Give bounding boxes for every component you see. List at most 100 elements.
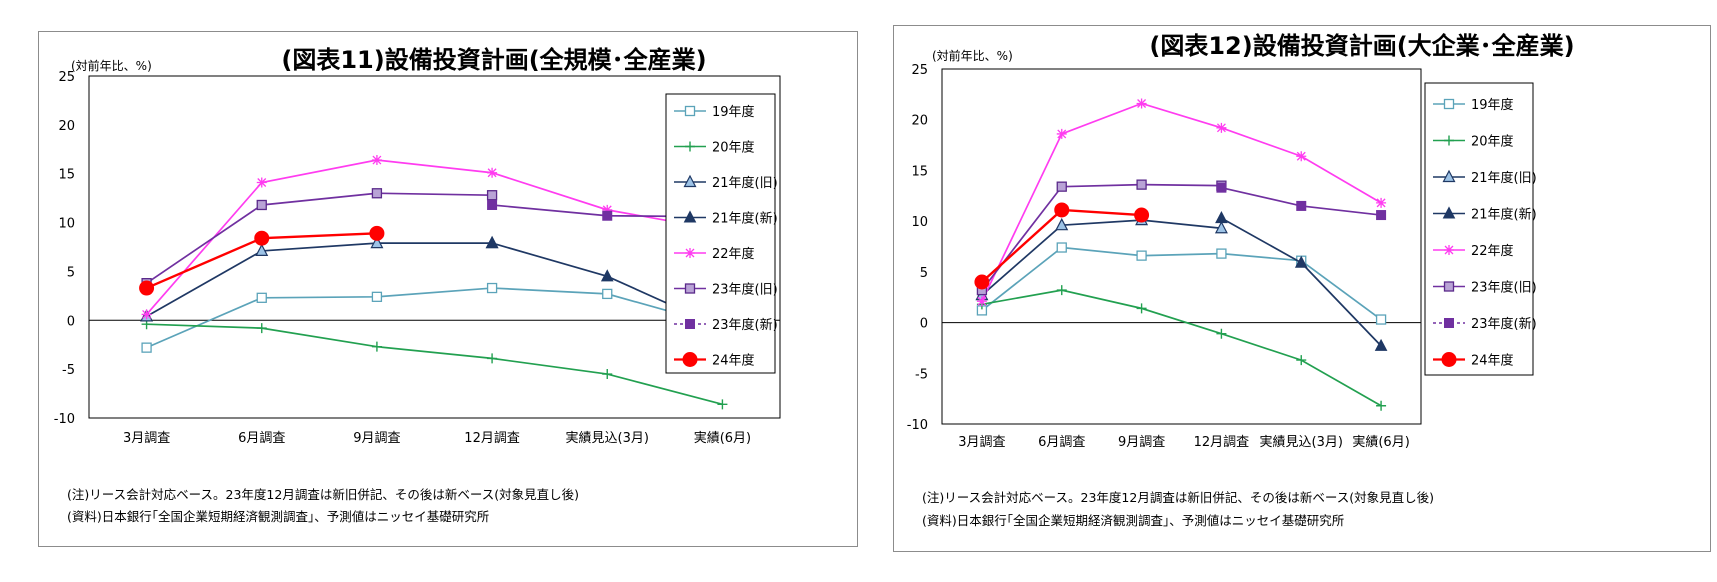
footnote: (注)リース会計対応ベース。23年度12月調査は新旧併記、その後は新ベース(対象…: [67, 487, 579, 502]
chart-svg-large-firms: (図表12)設備投資計画(大企業･全産業) (対前年比、%) 25 20 15 10 5…: [907, 32, 1575, 528]
data-point: [487, 353, 498, 364]
data-point: [602, 288, 613, 300]
plot-frame: [88, 75, 781, 419]
legend-swatch-marker: [1443, 281, 1455, 292]
legend-swatch-marker: [1441, 352, 1457, 367]
series-22年度: [976, 98, 1387, 307]
legend-item: 19年度: [674, 104, 755, 120]
data-point: [256, 323, 267, 334]
series-20年度: [141, 319, 728, 410]
data-point: [371, 188, 383, 199]
series-line: [981, 289, 1382, 407]
y-tick-label: 25: [911, 63, 928, 78]
data-point: [1214, 220, 1228, 234]
legend-item: 24年度: [674, 352, 755, 369]
legend-swatch-marker: [1444, 135, 1454, 146]
data-point: [600, 269, 614, 282]
x-category-label: 6月調査: [1038, 435, 1085, 450]
data-point: [139, 280, 155, 296]
data-point: [1136, 303, 1147, 314]
data-point: [1296, 355, 1307, 366]
legend-label: 23年度(旧): [1471, 280, 1537, 296]
data-point: [487, 199, 498, 210]
data-point: [371, 155, 382, 166]
series-24年度: [139, 225, 385, 296]
series-19年度: [141, 282, 728, 353]
series-line: [146, 287, 723, 349]
legend-item: 23年度(新): [674, 317, 778, 333]
data-point: [255, 243, 269, 257]
legend-item: 21年度(旧): [1433, 169, 1537, 186]
legend-swatch-marker: [685, 248, 695, 258]
x-category-label: 3月調査: [958, 435, 1005, 450]
data-point: [1294, 255, 1308, 268]
data-point: [602, 210, 613, 221]
legend-label: 19年度: [1471, 97, 1514, 113]
series-line: [981, 183, 1222, 291]
series-20年度: [976, 285, 1387, 411]
chart-title: (図表12)設備投資計画(大企業･全産業): [1149, 32, 1574, 60]
source-note: (資料)日本銀行｢全国企業短期経済観測調査｣、予測値はニッセイ基礎研究所: [67, 509, 489, 524]
legend-label: 22年度: [1471, 243, 1514, 259]
data-point: [1216, 328, 1227, 339]
chart-title: (図表11)設備投資計画(全規模･全産業): [281, 46, 706, 74]
series-line: [981, 102, 1382, 302]
legend: 19年度 20年度 21年度(旧) 21年度(新) 22年度 23年度(旧) 23年度(新)…: [665, 93, 778, 374]
data-point: [371, 291, 383, 302]
chart-panel-all-sizes: (図表11)設備投資計画(全規模･全産業) (対前年比、%) 25 20 15 10 5…: [38, 31, 858, 547]
legend-label: 19年度: [712, 104, 755, 120]
legend-item: 20年度: [1433, 134, 1514, 150]
data-point: [1056, 128, 1067, 139]
x-category-label: 12月調査: [464, 431, 520, 446]
data-point: [1136, 98, 1147, 109]
x-category-label: 実績(6月): [1352, 434, 1409, 450]
y-tick-label: 25: [58, 70, 75, 85]
series-21年度-新: [1215, 211, 1388, 351]
legend-item: 23年度(旧): [674, 282, 778, 298]
legend-item: 24年度: [1433, 352, 1514, 369]
legend-swatch-marker: [1443, 98, 1455, 110]
series-line: [145, 159, 723, 315]
y-tick-label: -10: [54, 412, 75, 427]
legend-box: [1424, 82, 1534, 376]
data-point: [256, 177, 267, 188]
data-point: [256, 199, 267, 211]
plot-frame: [941, 68, 1422, 425]
data-point: [1056, 285, 1067, 296]
legend-item: 23年度(旧): [1433, 280, 1537, 296]
legend-item: 19年度: [1433, 97, 1514, 113]
legend-label: 24年度: [1471, 353, 1514, 369]
x-category-label: 実績見込(3月): [1260, 434, 1343, 450]
legend-label: 20年度: [712, 140, 755, 156]
y-tick-label: 20: [911, 114, 928, 129]
data-point: [1216, 122, 1227, 133]
plot-area: 25 20 15 10 5 0 -5 -10 3月調査 6月調査 9月調査 12月調査 実績見込(3月)…: [907, 63, 1537, 450]
legend-swatch-marker: [1444, 318, 1454, 328]
legend-swatch-marker: [1442, 206, 1456, 219]
legend-swatch-marker: [684, 105, 696, 117]
legend-label: 21年度(新): [712, 211, 778, 227]
series-line: [981, 246, 1382, 321]
data-point: [1296, 200, 1307, 211]
legend-swatch-marker: [684, 283, 696, 294]
data-point: [1055, 217, 1069, 231]
series-23年度-旧: [976, 179, 1227, 296]
y-tick-label: -5: [62, 363, 75, 378]
data-point: [602, 204, 613, 215]
series-24年度: [974, 202, 1150, 290]
series-line: [1221, 217, 1382, 347]
legend-swatch-marker: [1442, 169, 1456, 183]
legend-label: 23年度(新): [1471, 316, 1537, 332]
legend-swatch-marker: [683, 174, 697, 188]
data-point: [1134, 207, 1150, 223]
series-line: [981, 219, 1222, 296]
data-point: [371, 341, 382, 352]
y-tick-label: 0: [920, 317, 928, 332]
legend-label: 23年度(新): [712, 317, 778, 333]
data-point: [370, 235, 384, 249]
data-point: [369, 225, 385, 241]
series-22年度: [141, 155, 728, 320]
legend-label: 20年度: [1471, 134, 1514, 150]
footnote: (注)リース会計対応ベース。23年度12月調査は新旧併記、その後は新ベース(対象…: [922, 490, 1434, 505]
legend-label: 22年度: [712, 246, 755, 262]
